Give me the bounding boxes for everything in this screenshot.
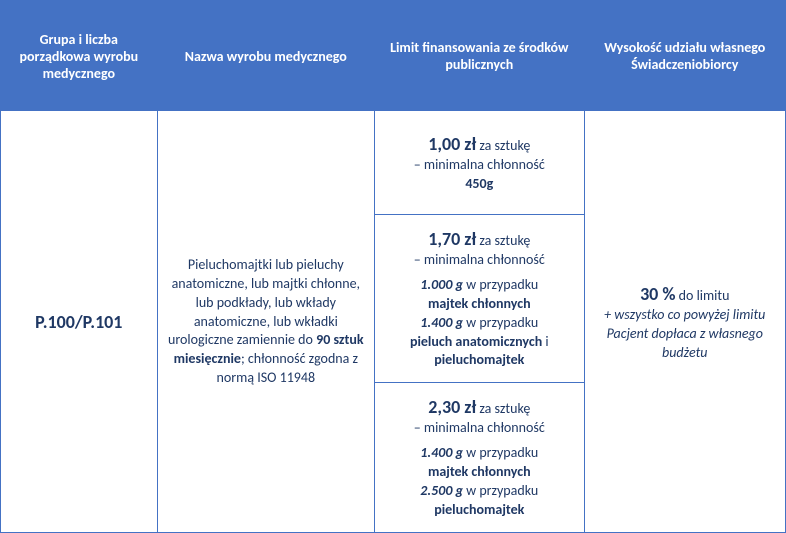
tier2-and: i: [542, 333, 548, 350]
product-description: Pieluchomajtki lub pieluchy anatomiczne,…: [168, 256, 364, 388]
tier2-row3: pieluch anatomicznych i: [410, 333, 549, 352]
tier-1: 1,00 zł za sztukę – minimalna chłonność …: [375, 112, 583, 215]
column-group: Grupa i liczba porządkowa wyrobu medyczn…: [1, 1, 158, 532]
tier1-price-row: 1,00 zł za sztukę: [428, 132, 530, 156]
tier2-b1: majtek chłonnych: [428, 295, 531, 314]
column-limit: Limit finansowania ze środków publicznyc…: [375, 1, 584, 532]
tier3-unit: za sztukę: [476, 400, 530, 417]
tier2-unit: za sztukę: [476, 232, 530, 249]
copay-pct: 30 %: [640, 283, 675, 305]
tier2-t1a: w przypadku: [463, 276, 538, 293]
tier3-row1: 1.400 g w przypadku: [420, 444, 538, 463]
tier2-b2a: pieluch anatomicznych: [410, 333, 542, 350]
tier3-t1a: w przypadku: [463, 444, 538, 461]
tier2-price-row: 1,70 zł za sztukę: [428, 227, 530, 251]
copay-pct-label: do limitu: [676, 287, 730, 304]
tier-2: 1,70 zł za sztukę – minimalna chłonność …: [375, 215, 583, 383]
tier2-b2b: pieluchomajtek: [434, 351, 524, 370]
tier1-value: 450g: [465, 175, 493, 194]
header-product: Nazwa wyrobu medycznego: [158, 1, 374, 112]
tier3-b2: pieluchomajtek: [434, 501, 524, 520]
desc-sep: ;: [241, 350, 245, 367]
copay-pct-row: 30 % do limitu: [640, 282, 729, 306]
tier3-sub: – minimalna chłonność: [414, 419, 545, 438]
tier1-unit: za sztukę: [476, 137, 530, 154]
tier3-price-row: 2,30 zł za sztukę: [428, 395, 530, 419]
tier2-t2a: w przypadku: [463, 314, 538, 331]
tier2-price: 1,70 zł: [428, 228, 476, 250]
header-copay: Wysokość udziału własnego Świadczeniobio…: [585, 1, 785, 112]
tier3-v2: 2.500 g: [420, 482, 463, 499]
tier1-price: 1,00 zł: [428, 133, 476, 155]
copay-note: + wszystko co powyżej limitu Pacjent dop…: [595, 306, 775, 363]
tier2-sub: – minimalna chłonność: [414, 251, 545, 270]
column-copay: Wysokość udziału własnego Świadczeniobio…: [585, 1, 785, 532]
tier2-row1: 1.000 g w przypadku: [420, 276, 538, 295]
tier3-t2a: w przypadku: [463, 482, 538, 499]
cell-product-desc: Pieluchomajtki lub pieluchy anatomiczne,…: [158, 112, 374, 532]
header-group: Grupa i liczba porządkowa wyrobu medyczn…: [1, 1, 157, 112]
tier3-b1: majtek chłonnych: [428, 463, 531, 482]
group-code: P.100/P.101: [35, 310, 122, 334]
pricing-table: Grupa i liczba porządkowa wyrobu medyczn…: [0, 0, 786, 533]
tier2-v1: 1.000 g: [420, 276, 463, 293]
tier3-row2: 2.500 g w przypadku: [420, 482, 538, 501]
tier2-v2: 1.400 g: [420, 314, 463, 331]
tier1-sub: – minimalna chłonność: [414, 156, 545, 175]
cell-copay: 30 % do limitu + wszystko co powyżej lim…: [585, 112, 785, 532]
column-product: Nazwa wyrobu medycznego Pieluchomajtki l…: [158, 1, 375, 532]
tier3-v1: 1.400 g: [420, 444, 463, 461]
cell-group-code: P.100/P.101: [1, 112, 157, 532]
header-limit: Limit finansowania ze środków publicznyc…: [375, 1, 583, 112]
tier-3: 2,30 zł za sztukę – minimalna chłonność …: [375, 383, 583, 532]
tier2-row2: 1.400 g w przypadku: [420, 314, 538, 333]
tier3-price: 2,30 zł: [428, 396, 476, 418]
